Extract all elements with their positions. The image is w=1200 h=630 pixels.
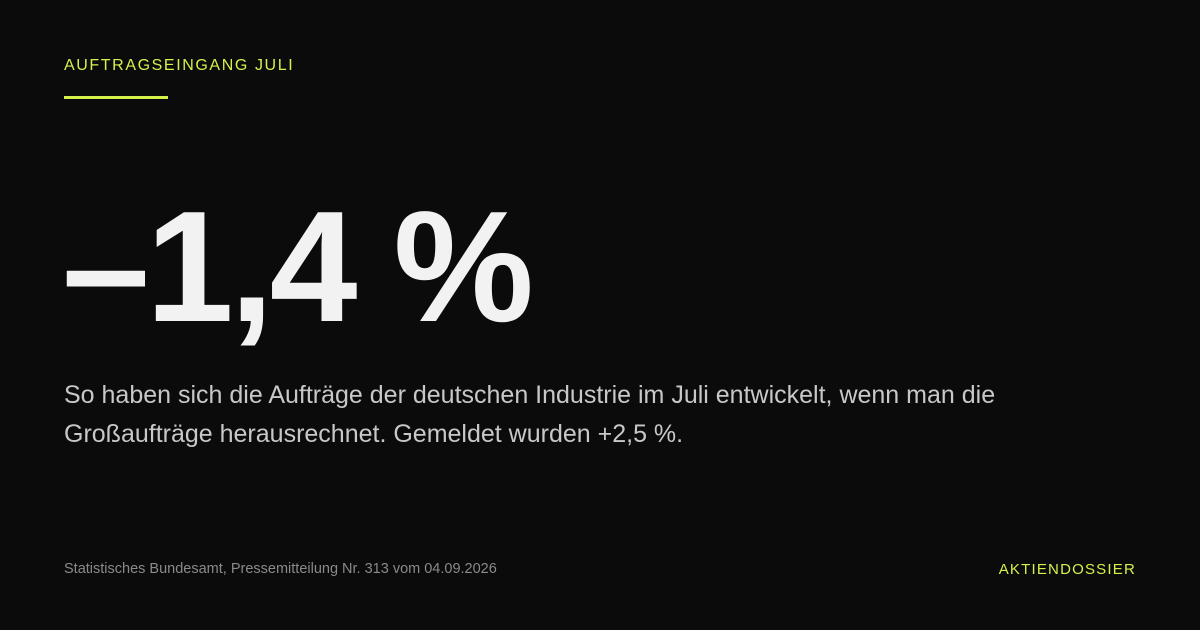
brand: AKTIENDOSSIER	[998, 561, 1136, 578]
source: Statistisches Bundesamt, Pressemitteilun…	[64, 561, 497, 577]
kicker: AUFTRAGSEINGANG JULI	[64, 57, 295, 74]
description: So haben sich die Aufträge der deutschen…	[64, 381, 996, 448]
headline: –1,4 %	[62, 179, 534, 355]
accent-rule	[64, 96, 168, 99]
